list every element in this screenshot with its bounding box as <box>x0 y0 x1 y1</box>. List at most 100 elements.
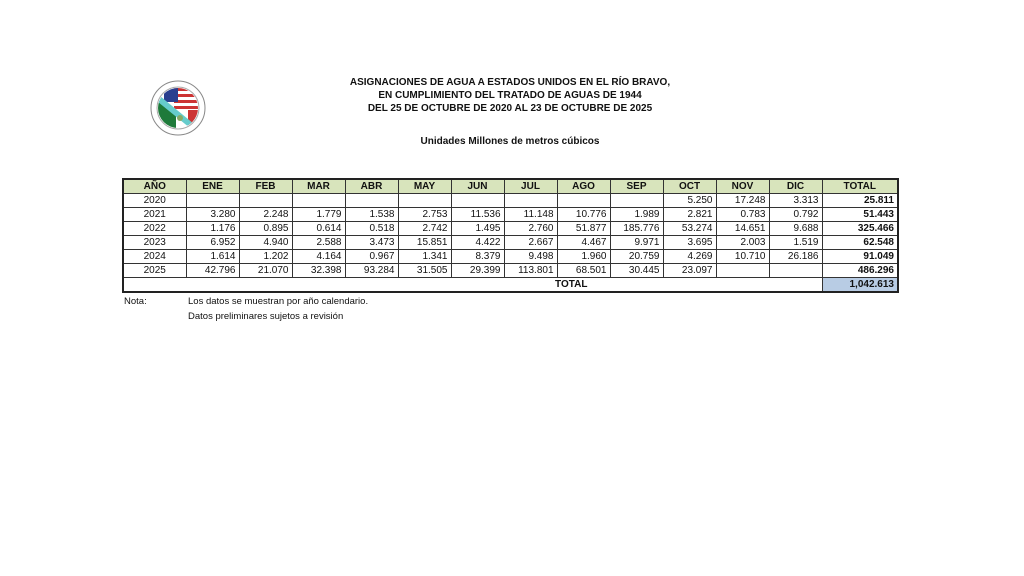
table-row: 2022 1.176 0.895 0.614 0.518 2.742 1.495 2.760 5… <box>122 221 899 236</box>
column-header: TOTAL <box>821 178 899 194</box>
row-total-cell: 51.443 <box>821 207 899 222</box>
value-cell: 21.070 <box>238 263 293 278</box>
value-cell: 185.776 <box>609 221 664 236</box>
year-cell: 2024 <box>122 249 187 264</box>
value-cell: 113.801 <box>503 263 558 278</box>
value-cell: 4.164 <box>291 249 346 264</box>
row-total-cell: 486.296 <box>821 263 899 278</box>
value-cell <box>185 193 240 208</box>
column-header: DIC <box>768 178 823 194</box>
value-cell: 1.614 <box>185 249 240 264</box>
value-cell: 2.003 <box>715 235 770 250</box>
value-cell: 42.796 <box>185 263 240 278</box>
value-cell: 1.341 <box>397 249 452 264</box>
row-total-cell: 25.811 <box>821 193 899 208</box>
table-row: 2024 1.614 1.202 4.164 0.967 1.341 8.379 9.498 1… <box>122 249 899 264</box>
column-header: JUL <box>503 178 558 194</box>
year-cell: 2025 <box>122 263 187 278</box>
table-row: 2025 42.796 21.070 32.398 93.284 31.505 29.399… <box>122 263 899 278</box>
ibwc-seal-logo <box>150 80 206 136</box>
units-subtitle: Unidades Millones de metros cúbicos <box>420 136 600 147</box>
value-cell: 2.760 <box>503 221 558 236</box>
value-cell: 15.851 <box>397 235 452 250</box>
value-cell: 0.895 <box>238 221 293 236</box>
column-header: ABR <box>344 178 399 194</box>
value-cell: 9.498 <box>503 249 558 264</box>
value-cell: 2.753 <box>397 207 452 222</box>
table-row: 2023 6.952 4.940 2.588 3.473 15.851 4.422 2.667… <box>122 235 899 250</box>
column-header: SEP <box>609 178 664 194</box>
value-cell: 1.538 <box>344 207 399 222</box>
value-cell: 1.779 <box>291 207 346 222</box>
value-cell <box>503 193 558 208</box>
value-cell: 0.614 <box>291 221 346 236</box>
value-cell: 9.971 <box>609 235 664 250</box>
value-cell: 4.269 <box>662 249 717 264</box>
value-cell <box>450 193 505 208</box>
column-header: AÑO <box>122 178 187 194</box>
column-header: FEB <box>238 178 293 194</box>
column-header: MAR <box>291 178 346 194</box>
total-label: TOTAL <box>122 277 823 293</box>
value-cell: 1.519 <box>768 235 823 250</box>
value-cell: 2.742 <box>397 221 452 236</box>
year-cell: 2023 <box>122 235 187 250</box>
value-cell <box>768 263 823 278</box>
value-cell: 10.710 <box>715 249 770 264</box>
row-total-cell: 91.049 <box>821 249 899 264</box>
year-cell: 2022 <box>122 221 187 236</box>
value-cell: 0.967 <box>344 249 399 264</box>
note-line: Los datos se muestran por año calendario… <box>188 296 369 307</box>
value-cell: 93.284 <box>344 263 399 278</box>
value-cell: 3.280 <box>185 207 240 222</box>
year-cell: 2021 <box>122 207 187 222</box>
value-cell: 2.667 <box>503 235 558 250</box>
column-header: OCT <box>662 178 717 194</box>
value-cell <box>609 193 664 208</box>
title-line: EN CUMPLIMIENTO DEL TRATADO DE AGUAS DE … <box>378 90 642 101</box>
row-total-cell: 325.466 <box>821 221 899 236</box>
value-cell: 1.176 <box>185 221 240 236</box>
value-cell: 51.877 <box>556 221 611 236</box>
value-cell: 1.989 <box>609 207 664 222</box>
header-row: AÑO ENE FEB MAR ABR MAY JUN JUL AGO SEP OCT NOV DIC T… <box>122 178 899 194</box>
value-cell: 9.688 <box>768 221 823 236</box>
value-cell <box>556 193 611 208</box>
value-cell: 2.821 <box>662 207 717 222</box>
value-cell <box>715 263 770 278</box>
value-cell: 10.776 <box>556 207 611 222</box>
value-cell: 23.097 <box>662 263 717 278</box>
value-cell: 0.792 <box>768 207 823 222</box>
value-cell: 2.588 <box>291 235 346 250</box>
value-cell: 29.399 <box>450 263 505 278</box>
value-cell: 32.398 <box>291 263 346 278</box>
total-row: TOTAL 1,042.613 <box>122 277 899 293</box>
value-cell: 3.313 <box>768 193 823 208</box>
value-cell <box>238 193 293 208</box>
document-title: ASIGNACIONES DE AGUA A ESTADOS UNIDOS EN… <box>300 76 720 115</box>
value-cell <box>397 193 452 208</box>
value-cell: 53.274 <box>662 221 717 236</box>
value-cell: 4.940 <box>238 235 293 250</box>
value-cell: 5.250 <box>662 193 717 208</box>
value-cell: 11.148 <box>503 207 558 222</box>
value-cell: 11.536 <box>450 207 505 222</box>
value-cell: 1.202 <box>238 249 293 264</box>
grand-total-cell: 1,042.613 <box>821 277 899 293</box>
column-header: JUN <box>450 178 505 194</box>
value-cell: 0.518 <box>344 221 399 236</box>
value-cell: 1.495 <box>450 221 505 236</box>
table-row: 2021 3.280 2.248 1.779 1.538 2.753 11.536 11.14… <box>122 207 899 222</box>
value-cell: 0.783 <box>715 207 770 222</box>
value-cell: 14.651 <box>715 221 770 236</box>
value-cell: 6.952 <box>185 235 240 250</box>
water-allocation-table: AÑO ENE FEB MAR ABR MAY JUN JUL AGO SEP OCT NOV DIC T… <box>122 178 899 293</box>
value-cell <box>291 193 346 208</box>
value-cell: 68.501 <box>556 263 611 278</box>
value-cell <box>344 193 399 208</box>
title-line: DEL 25 DE OCTUBRE DE 2020 AL 23 DE OCTUB… <box>367 103 653 114</box>
value-cell: 26.186 <box>768 249 823 264</box>
column-header: NOV <box>715 178 770 194</box>
table-row: 2020 5.250 17.248 3.313 25.811 <box>122 193 899 208</box>
value-cell: 30.445 <box>609 263 664 278</box>
